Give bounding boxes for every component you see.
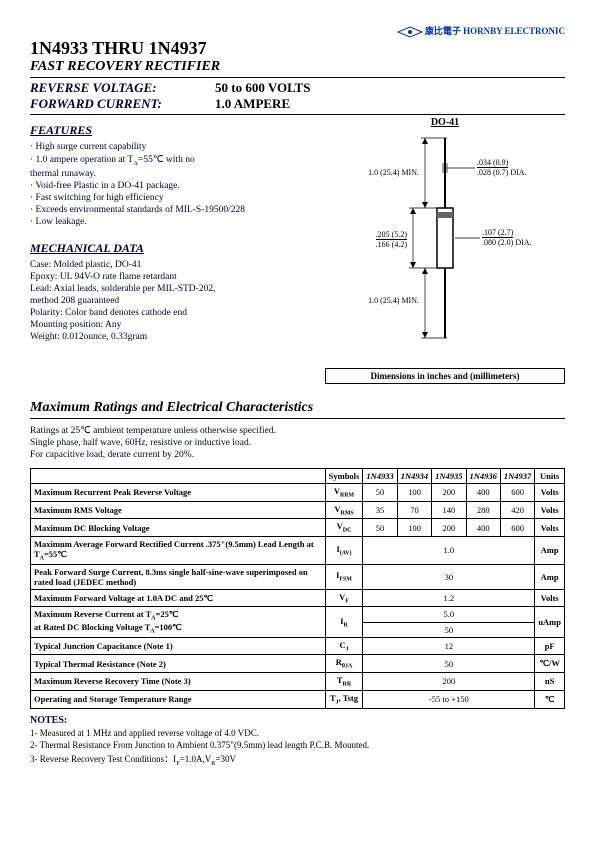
features-list: · High surge current capability · 1.0 amp…: [30, 142, 313, 227]
dim-body-dia: .107 (2.7) .080 (2.0) DIA.: [482, 228, 532, 247]
table-row: Maximum RMS VoltageVRMS3570140280420Volt…: [31, 501, 565, 519]
mech-line: Epoxy: UL 94V-O rate flame retardant: [30, 272, 313, 282]
table-row: Maximum DC Blocking VoltageVDC5010020040…: [31, 519, 565, 537]
table-header: 1N4935: [432, 468, 466, 483]
table-row: Typical Thermal Resistance (Note 2)RθJA5…: [31, 655, 565, 673]
mechanical-list: Case: Molded plastic, DO-41 Epoxy: UL 94V…: [30, 260, 313, 342]
mech-line: Mounting position: Any: [30, 320, 313, 330]
mech-line: method 208 guaranteed: [30, 296, 313, 306]
rev-voltage-value: 50 to 600 VOLTS: [215, 80, 310, 96]
feature-line: thermal runaway.: [30, 169, 313, 179]
mechanical-header: MECHANICAL DATA: [30, 241, 313, 256]
features-header: FEATURES: [30, 123, 313, 138]
table-header: [31, 468, 326, 483]
divider: [30, 114, 565, 115]
feature-line: · Void-free Plastic in a DO-41 package.: [30, 181, 313, 191]
ratings-intro-line: Ratings at 25℃ ambient temperature unles…: [30, 425, 565, 436]
feature-line: · Exceeds environmental standards of MIL…: [30, 205, 313, 215]
feature-line: · Low leakage.: [30, 217, 313, 227]
mech-line: Lead: Axial leads, solderable per MIL-ST…: [30, 284, 313, 294]
mech-line: Weight: 0.012ounce, 0.33gram: [30, 332, 313, 342]
rev-voltage-label: REVERSE VOLTAGE:: [30, 80, 215, 96]
table-header: 1N4934: [397, 468, 431, 483]
dim-body-len: .205 (5.2) .166 (4.2): [343, 230, 407, 249]
notes-header: NOTES:: [30, 715, 565, 726]
ratings-header: Maximum Ratings and Electrical Character…: [30, 400, 565, 419]
dim-bot-lead: 1.0 (25.4) MIN.: [355, 296, 419, 305]
table-row: Peak Forward Surge Current, 8.3ms single…: [31, 564, 565, 589]
divider: [30, 77, 565, 78]
table-header: 1N4936: [466, 468, 500, 483]
table-row: Maximum Average Forward Rectified Curren…: [31, 537, 565, 565]
feature-line: · 1.0 ampere operation at TA=55℃ with no: [30, 154, 313, 167]
note-line: 1- Measured at 1 MHz and applied reverse…: [30, 728, 565, 738]
ratings-intro: Ratings at 25℃ ambient temperature unles…: [30, 425, 565, 460]
company-logo: 康比電子 HORNBY ELECTRONIC: [30, 24, 565, 38]
note-line: 2- Thermal Resistance From Junction to A…: [30, 740, 565, 750]
dim-top-lead: 1.0 (25.4) MIN.: [355, 168, 419, 177]
part-title: 1N4933 THRU 1N4937: [30, 38, 565, 59]
table-header: Symbols: [325, 468, 363, 483]
table-row: Maximum Reverse Recovery Time (Note 3)TR…: [31, 673, 565, 691]
mech-line: Case: Molded plastic, DO-41: [30, 260, 313, 270]
table-header: Units: [535, 468, 565, 483]
table-header: 1N4933: [363, 468, 397, 483]
dimension-caption: Dimensions in inches and (millimeters): [325, 368, 565, 384]
package-diagram: 1.0 (25.4) MIN. 1.0 (25.4) MIN. .034 (0.…: [325, 128, 565, 358]
mech-line: Polarity: Color band denotes cathode end: [30, 308, 313, 318]
ratings-intro-line: For capacitive load, derate current by 2…: [30, 450, 565, 460]
package-label: DO-41: [325, 117, 565, 128]
part-subtitle: FAST RECOVERY RECTIFIER: [30, 59, 565, 75]
spec-table: Symbols1N49331N49341N49351N49361N4937Uni…: [30, 468, 565, 709]
notes-list: 1- Measured at 1 MHz and applied reverse…: [30, 728, 565, 767]
note-line: 3- Reverse Recovery Test Conditions：IF=1…: [30, 752, 565, 767]
feature-line: · High surge current capability: [30, 142, 313, 152]
table-row: Maximum Forward Voltage at 1.0A DC and 2…: [31, 589, 565, 607]
table-row: Maximum Recurrent Peak Reverse VoltageVR…: [31, 483, 565, 501]
dim-lead-dia: .034 (0.9) .028 (0.7) DIA.: [477, 158, 527, 177]
table-header: 1N4937: [500, 468, 534, 483]
table-row: Operating and Storage Temperature RangeT…: [31, 690, 565, 708]
fwd-current-value: 1.0 AMPERE: [215, 96, 290, 112]
fwd-current-label: FORWARD CURRENT:: [30, 96, 215, 112]
table-row: Typical Junction Capacitance (Note 1)CJ1…: [31, 637, 565, 655]
ratings-intro-line: Single phase, half wave, 60Hz, resistive…: [30, 438, 565, 448]
feature-line: · Fast switching for high efficiency: [30, 193, 313, 203]
